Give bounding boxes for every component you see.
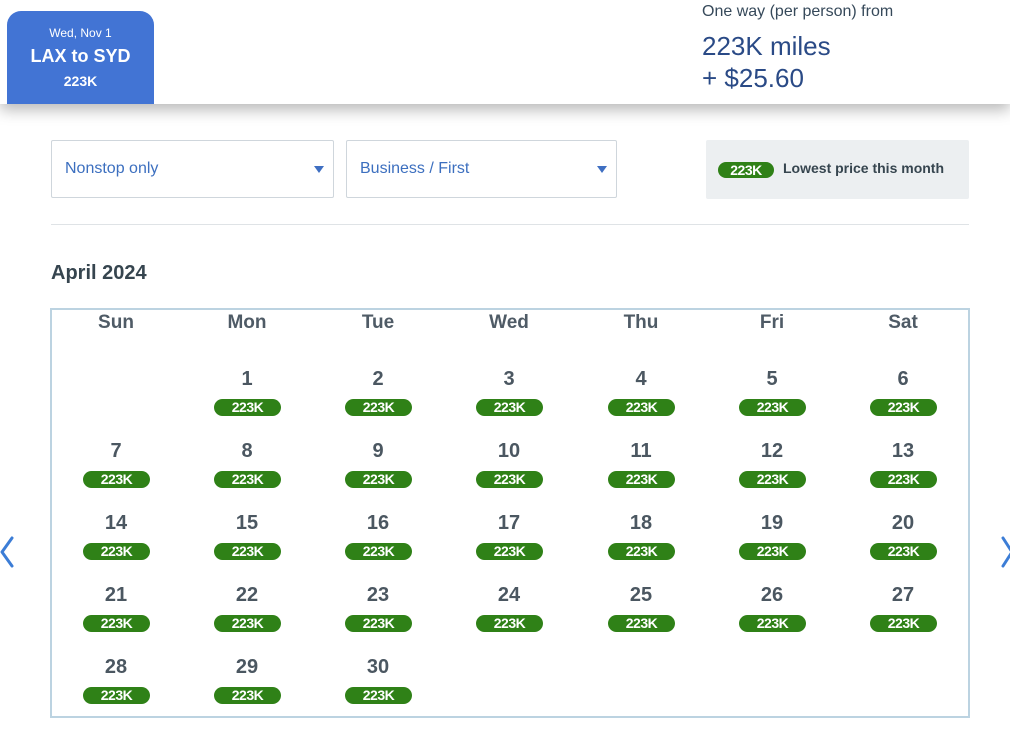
day-price-badge[interactable]: 223K: [345, 543, 412, 560]
cabin-select-value: Business / First: [360, 160, 470, 177]
trip-tab[interactable]: Wed, Nov 1 LAX to SYD 223K: [7, 11, 154, 104]
day-price-badge[interactable]: 223K: [476, 543, 543, 560]
day-number[interactable]: 23: [366, 584, 390, 606]
day-number[interactable]: 2: [372, 368, 384, 390]
day-number[interactable]: 8: [241, 440, 253, 462]
chevron-right-icon[interactable]: [1000, 536, 1010, 568]
day-number[interactable]: 25: [629, 584, 653, 606]
divider: [51, 224, 969, 225]
day-price-badge[interactable]: 223K: [476, 471, 543, 488]
weekday-header: Fri: [759, 312, 785, 333]
day-price-badge[interactable]: 223K: [214, 543, 281, 560]
day-number[interactable]: 7: [110, 440, 122, 462]
day-number[interactable]: 18: [629, 512, 653, 534]
day-price-badge[interactable]: 223K: [739, 399, 806, 416]
day-number[interactable]: 17: [497, 512, 521, 534]
day-price-badge[interactable]: 223K: [608, 543, 675, 560]
chevron-left-icon[interactable]: [0, 536, 14, 568]
month-title: April 2024: [51, 262, 147, 284]
day-price-badge[interactable]: 223K: [870, 543, 937, 560]
lowest-price-legend: 223K Lowest price this month: [706, 140, 969, 199]
day-number[interactable]: 27: [891, 584, 915, 606]
day-number[interactable]: 20: [891, 512, 915, 534]
day-price-badge[interactable]: 223K: [214, 399, 281, 416]
day-price-badge[interactable]: 223K: [608, 471, 675, 488]
day-number[interactable]: 15: [235, 512, 259, 534]
day-price-badge[interactable]: 223K: [345, 399, 412, 416]
day-number[interactable]: 19: [760, 512, 784, 534]
weekday-header: Tue: [361, 312, 395, 333]
day-price-badge[interactable]: 223K: [870, 399, 937, 416]
day-number[interactable]: 1: [241, 368, 253, 390]
trip-price: 223K: [63, 73, 98, 89]
weekday-header: Wed: [489, 312, 529, 333]
fare-taxes: + $25.60: [702, 63, 804, 93]
day-number[interactable]: 9: [372, 440, 384, 462]
day-price-badge[interactable]: 223K: [870, 615, 937, 632]
day-price-badge[interactable]: 223K: [214, 687, 281, 704]
day-number[interactable]: 3: [503, 368, 515, 390]
day-price-badge[interactable]: 223K: [83, 687, 150, 704]
day-price-badge[interactable]: 223K: [476, 399, 543, 416]
day-number[interactable]: 24: [497, 584, 521, 606]
lowest-price-badge: 223K: [718, 162, 774, 178]
lowest-price-label: Lowest price this month: [783, 160, 945, 176]
fare-summary: One way (per person) from 223K miles + $…: [702, 2, 893, 94]
day-price-badge[interactable]: 223K: [476, 615, 543, 632]
caret-down-icon: [597, 166, 607, 173]
day-number[interactable]: 29: [235, 656, 259, 678]
stops-select[interactable]: Nonstop only: [51, 140, 334, 198]
day-number[interactable]: 12: [760, 440, 784, 462]
day-price-badge[interactable]: 223K: [83, 471, 150, 488]
weekday-header: Mon: [227, 312, 267, 333]
day-number[interactable]: 4: [635, 368, 647, 390]
calendar-grid: [50, 308, 970, 718]
weekday-header: Sun: [98, 312, 134, 333]
day-price-badge[interactable]: 223K: [345, 615, 412, 632]
day-number[interactable]: 16: [366, 512, 390, 534]
day-number[interactable]: 14: [104, 512, 128, 534]
day-price-badge[interactable]: 223K: [214, 615, 281, 632]
day-number[interactable]: 30: [366, 656, 390, 678]
day-number[interactable]: 11: [630, 440, 652, 462]
day-price-badge[interactable]: 223K: [83, 615, 150, 632]
day-number[interactable]: 10: [497, 440, 521, 462]
day-price-badge[interactable]: 223K: [870, 471, 937, 488]
day-number[interactable]: 21: [104, 584, 128, 606]
day-price-badge[interactable]: 223K: [608, 615, 675, 632]
day-number[interactable]: 6: [897, 368, 909, 390]
weekday-header: Sat: [888, 312, 918, 333]
day-price-badge[interactable]: 223K: [739, 471, 806, 488]
header: Wed, Nov 1 LAX to SYD 223K One way (per …: [0, 0, 1010, 104]
stops-select-value: Nonstop only: [65, 160, 159, 177]
day-number[interactable]: 5: [766, 368, 778, 390]
day-price-badge[interactable]: 223K: [345, 687, 412, 704]
day-price-badge[interactable]: 223K: [83, 543, 150, 560]
day-price-badge[interactable]: 223K: [739, 615, 806, 632]
cabin-select[interactable]: Business / First: [346, 140, 617, 198]
day-number[interactable]: 22: [235, 584, 259, 606]
day-price-badge[interactable]: 223K: [608, 399, 675, 416]
day-price-badge[interactable]: 223K: [345, 471, 412, 488]
weekday-header: Thu: [623, 312, 659, 333]
day-price-badge[interactable]: 223K: [214, 471, 281, 488]
caret-down-icon: [314, 166, 324, 173]
trip-route: LAX to SYD: [30, 46, 131, 66]
day-number[interactable]: 13: [891, 440, 915, 462]
day-number[interactable]: 26: [760, 584, 784, 606]
trip-date: Wed, Nov 1: [49, 26, 112, 40]
day-price-badge[interactable]: 223K: [739, 543, 806, 560]
day-number[interactable]: 28: [104, 656, 128, 678]
fare-miles: 223K miles: [702, 31, 831, 61]
fare-caption: One way (per person) from: [702, 3, 894, 20]
